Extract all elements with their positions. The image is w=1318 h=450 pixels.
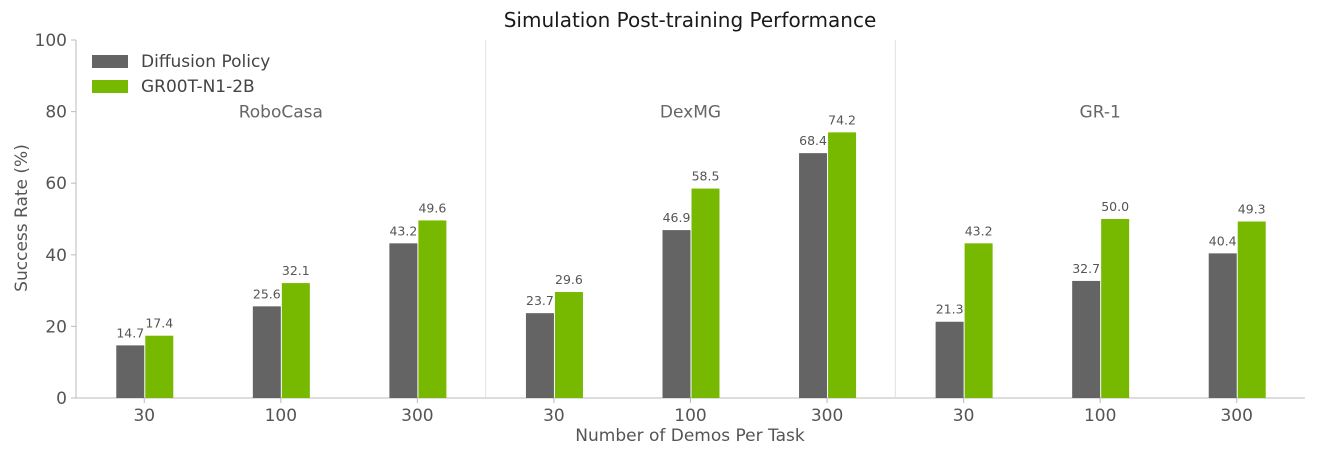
x-tick-label: 100 xyxy=(674,406,706,426)
bar-value-label: 68.4 xyxy=(799,133,827,148)
group-label: DexMG xyxy=(660,103,721,123)
bar xyxy=(799,153,828,398)
group-label: GR-1 xyxy=(1080,103,1121,123)
bar-value-label: 43.2 xyxy=(389,223,417,238)
bar-value-label: 40.4 xyxy=(1209,233,1237,248)
bar-value-label: 23.7 xyxy=(526,293,554,308)
bar-value-label: 74.2 xyxy=(828,112,856,127)
x-tick-label: 100 xyxy=(265,406,297,426)
bar xyxy=(1208,253,1237,398)
bar-value-label: 49.3 xyxy=(1238,202,1266,217)
y-axis-label: Success Rate (%) xyxy=(12,144,32,292)
bar-value-label: 58.5 xyxy=(692,169,720,184)
bar xyxy=(1101,219,1130,398)
legend-swatch xyxy=(92,55,128,68)
bar-value-label: 50.0 xyxy=(1101,199,1129,214)
bar xyxy=(662,230,691,398)
bar-value-label: 29.6 xyxy=(555,272,583,287)
x-axis-label: Number of Demos Per Task xyxy=(575,426,805,446)
group-label: RoboCasa xyxy=(239,103,323,123)
bar-value-label: 46.9 xyxy=(663,210,691,225)
y-tick-label: 60 xyxy=(45,174,67,194)
x-tick-label: 30 xyxy=(543,406,565,426)
x-tick-label: 100 xyxy=(1084,406,1116,426)
legend-label: Diffusion Policy xyxy=(141,52,270,72)
bar xyxy=(1237,221,1266,398)
bar xyxy=(389,243,418,398)
bar-value-label: 32.7 xyxy=(1072,261,1100,276)
legend-label: GR00T-N1-2B xyxy=(141,77,255,97)
x-tick-label: 300 xyxy=(1220,406,1252,426)
y-tick-label: 20 xyxy=(45,317,67,337)
y-tick-label: 0 xyxy=(56,389,67,409)
x-tick-label: 300 xyxy=(811,406,843,426)
x-tick-label: 300 xyxy=(401,406,433,426)
y-tick-label: 40 xyxy=(45,246,67,266)
bar xyxy=(116,345,145,398)
bar xyxy=(1072,280,1101,398)
chart-title: Simulation Post-training Performance xyxy=(504,8,877,32)
bar-value-label: 25.6 xyxy=(253,286,281,301)
x-tick-label: 30 xyxy=(133,406,155,426)
bar xyxy=(281,283,310,398)
y-tick-label: 100 xyxy=(35,31,67,51)
y-tick-label: 80 xyxy=(45,103,67,123)
bar-value-label: 21.3 xyxy=(936,302,964,317)
bar-value-label: 49.6 xyxy=(418,200,446,215)
bar xyxy=(252,306,281,398)
bar-value-label: 43.2 xyxy=(965,223,993,238)
bar xyxy=(145,335,174,398)
bar-value-label: 14.7 xyxy=(116,325,144,340)
legend-swatch xyxy=(92,80,128,93)
bar xyxy=(828,132,857,398)
bar xyxy=(554,292,583,398)
bar xyxy=(691,188,720,398)
bar xyxy=(525,313,554,398)
bar-value-label: 32.1 xyxy=(282,263,310,278)
plot-area: 0 20 40 60 80 100 RoboCasa DexMG GR-1 30 14.717.4 1… xyxy=(35,31,1305,426)
bar xyxy=(935,321,964,398)
bar xyxy=(964,243,993,398)
x-tick-label: 30 xyxy=(953,406,975,426)
bar xyxy=(418,220,447,398)
bar-value-label: 17.4 xyxy=(145,316,173,331)
